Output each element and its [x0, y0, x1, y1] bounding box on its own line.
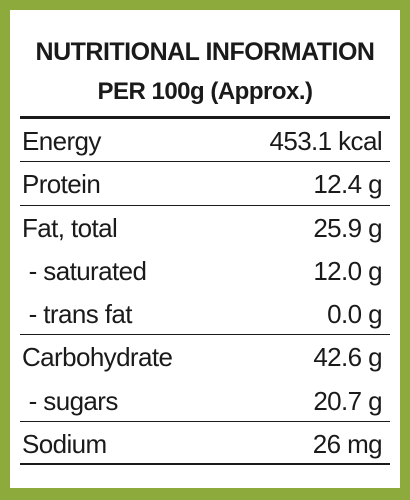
header-rule [20, 116, 390, 119]
nutrient-value: 12.4 g [313, 169, 382, 200]
table-row: Fat, total 25.9 g [20, 206, 390, 249]
nutrient-value: 0.0 g [327, 299, 382, 330]
table-row: Energy 453.1 kcal [20, 119, 390, 163]
table-row: Carbohydrate 42.6 g [20, 335, 390, 378]
nutrient-label: Fat, total [22, 212, 118, 243]
nutrient-value: 42.6 g [313, 342, 382, 373]
nutrient-label: Protein [22, 169, 101, 200]
nutrient-value: 20.7 g [313, 385, 382, 416]
nutrient-label: - sugars [22, 385, 119, 416]
nutrient-label: Sodium [22, 429, 107, 460]
nutrient-label: Carbohydrate [22, 342, 173, 373]
nutrition-table: Energy 453.1 kcal Protein 12.4 g Fat, total 2… [20, 119, 390, 466]
nutrient-value: 26 mg [312, 429, 383, 460]
table-row: - sugars 20.7 g [20, 379, 390, 423]
title: NUTRITIONAL INFORMATION [35, 38, 375, 66]
table-row: - trans fat 0.0 g [20, 292, 390, 336]
table-row: Sodium 26 mg [20, 422, 390, 466]
subtitle: PER 100g (Approx.) [97, 78, 313, 105]
nutrition-panel: NUTRITIONAL INFORMATION PER 100g (Approx… [10, 10, 400, 488]
nutrient-label: - trans fat [22, 299, 133, 330]
nutrient-value: 12.0 g [313, 255, 382, 286]
table-row: Protein 12.4 g [20, 162, 390, 206]
nutrient-value: 25.9 g [313, 212, 382, 243]
nutrient-label: - saturated [22, 255, 147, 286]
nutrient-value: 453.1 kcal [269, 126, 382, 156]
nutrient-label: Energy [22, 126, 101, 156]
table-row: - saturated 12.0 g [20, 249, 390, 292]
